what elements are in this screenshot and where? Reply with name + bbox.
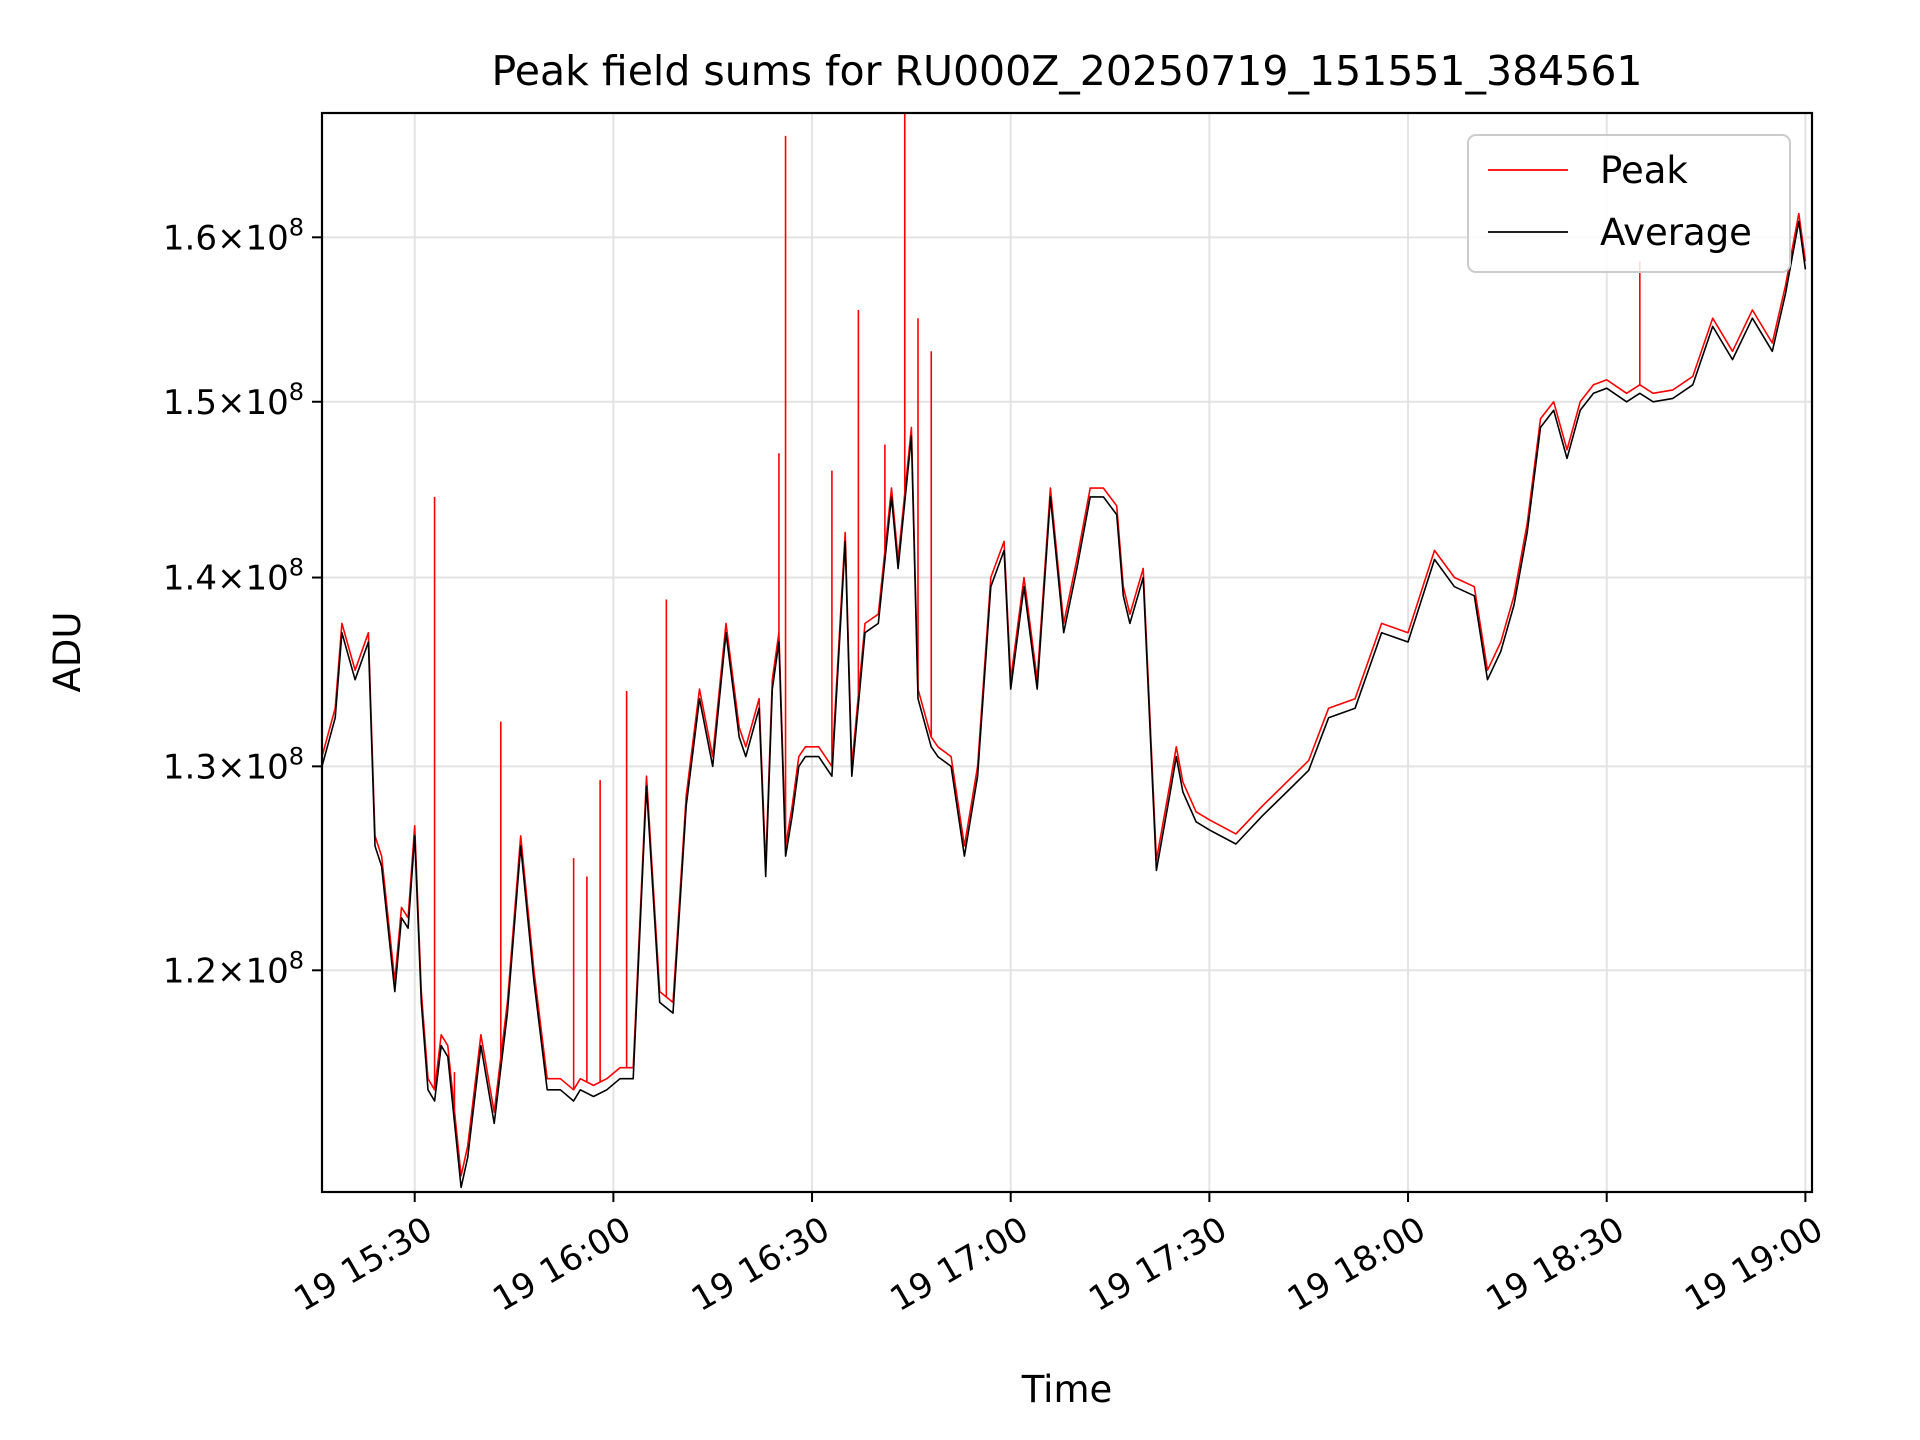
y-tick-times: ×10 — [217, 747, 289, 787]
x-axis-label: Time — [1021, 1368, 1113, 1411]
y-tick-exponent: 8 — [289, 742, 304, 770]
chart-title: Peak field sums for RU000Z_20250719_1515… — [491, 47, 1642, 95]
y-tick-mantissa: 1.5 — [163, 383, 217, 423]
y-tick-label: 1.6×108 — [163, 213, 304, 258]
legend: Peak Average — [1467, 134, 1791, 273]
legend-label-peak: Peak — [1600, 149, 1688, 192]
y-tick-times: ×10 — [217, 951, 289, 991]
y-tick-label: 1.3×108 — [163, 742, 304, 787]
y-axis-label: ADU — [46, 612, 89, 693]
y-tick-exponent: 8 — [289, 554, 304, 582]
y-tick-times: ×10 — [217, 383, 289, 423]
y-tick-mantissa: 1.4 — [163, 559, 217, 599]
y-tick-mantissa: 1.2 — [163, 951, 217, 991]
y-tick-label: 1.4×108 — [163, 554, 304, 599]
y-tick-exponent: 8 — [289, 213, 304, 241]
series-line-peak — [322, 212, 1807, 1177]
grid — [322, 113, 1812, 1192]
y-tick-mantissa: 1.6 — [163, 218, 217, 258]
y-tick-times: ×10 — [217, 218, 289, 258]
y-tick-exponent: 8 — [289, 946, 304, 974]
y-tick-exponent: 8 — [289, 378, 304, 406]
y-tick-label: 1.5×108 — [163, 378, 304, 423]
legend-label-average: Average — [1600, 211, 1752, 254]
plot-frame — [320, 111, 1814, 1194]
y-tick-times: ×10 — [217, 559, 289, 599]
peak-spikes — [433, 113, 1641, 1110]
y-tick-label: 1.2×108 — [163, 946, 304, 991]
plot-lines — [322, 113, 1807, 1189]
y-tick-mantissa: 1.3 — [163, 747, 217, 787]
series-line-average — [322, 220, 1807, 1189]
